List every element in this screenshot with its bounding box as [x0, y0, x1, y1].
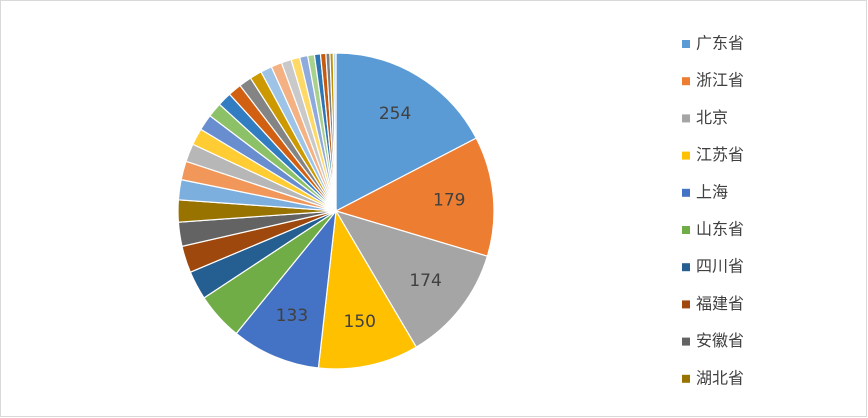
pie-slice — [317, 209, 418, 370]
data-label: 133 — [276, 306, 308, 326]
pie-slice — [332, 52, 337, 212]
legend-label: 安徽省 — [696, 331, 744, 350]
legend-swatch — [682, 77, 690, 86]
pie-slice — [335, 52, 478, 212]
legend-label: 四川省 — [696, 257, 744, 276]
legend-label: 江苏省 — [696, 145, 744, 164]
legend-swatch — [682, 263, 690, 272]
data-label: 174 — [409, 271, 441, 291]
legend-label: 福建省 — [696, 294, 744, 313]
legend-label: 北京 — [696, 108, 728, 127]
legend-swatch — [682, 40, 690, 48]
data-label: 179 — [433, 190, 465, 210]
pie-slice — [334, 137, 495, 257]
data-label: 254 — [379, 104, 411, 124]
legend-label: 上海 — [696, 182, 728, 201]
legend-swatch — [682, 114, 690, 123]
legend-label: 浙江省 — [696, 71, 744, 90]
legend-swatch — [682, 188, 690, 197]
legend-swatch — [682, 151, 690, 160]
legend-swatch — [682, 226, 690, 234]
legend-label: 湖北省 — [696, 368, 744, 387]
legend-label: 广东省 — [696, 34, 744, 53]
data-label: 150 — [344, 312, 376, 332]
legend-swatch — [682, 374, 690, 383]
legend-swatch — [682, 337, 690, 346]
legend-label: 山东省 — [696, 220, 744, 239]
legend-swatch — [682, 300, 690, 309]
pie-slice — [334, 209, 489, 348]
pie-slice — [235, 209, 337, 369]
